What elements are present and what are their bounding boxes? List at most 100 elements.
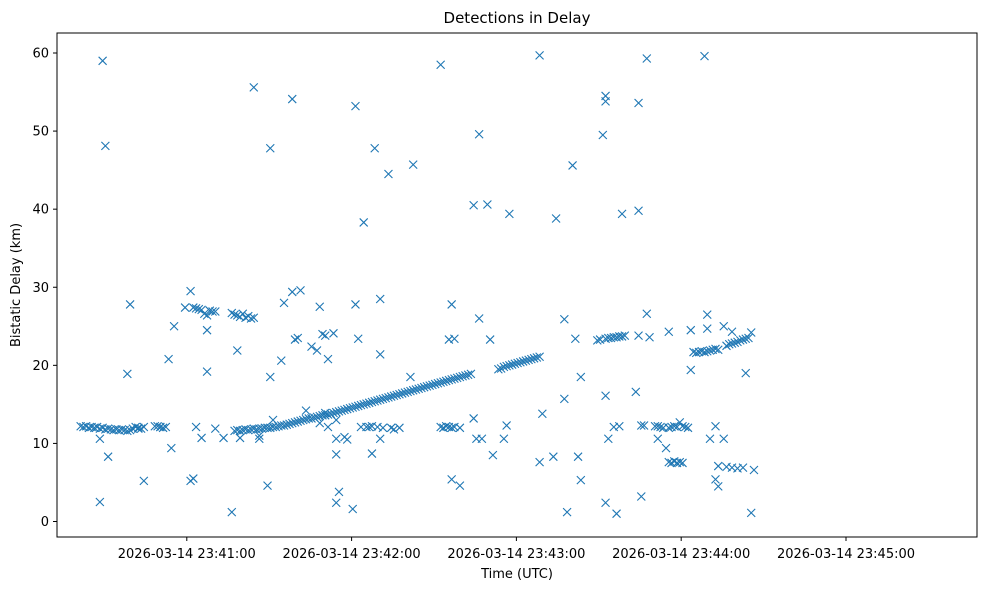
detection-point [334, 407, 344, 416]
detection-point [447, 474, 457, 484]
detection-point [636, 421, 646, 430]
detection-point [463, 370, 473, 380]
detection-point [370, 396, 380, 406]
detection-point [499, 434, 509, 444]
x-tick-label: 2026-03-14 23:42:00 [283, 547, 421, 562]
detection-point [279, 421, 289, 430]
detection-point [727, 339, 737, 348]
detection-point [537, 409, 547, 419]
detection-point [450, 374, 459, 383]
detection-point [290, 335, 300, 344]
detection-point [155, 422, 165, 432]
detection-point [653, 421, 663, 431]
detection-point [188, 303, 198, 312]
y-axis-title: Bistatic Delay (km) [9, 223, 24, 347]
detection-point [406, 386, 415, 396]
detection-point [469, 200, 479, 210]
detection-point [197, 433, 206, 443]
y-tick-label: 40 [32, 203, 49, 218]
detection-point [153, 421, 162, 431]
detection-point [477, 434, 487, 444]
detection-point [331, 434, 341, 444]
detection-point [359, 218, 369, 227]
detection-point [441, 421, 451, 431]
x-axis: 2026-03-14 23:41:00 2026-03-14 23:42:00 20… [118, 537, 915, 562]
detection-point [362, 399, 371, 408]
detection-point [139, 476, 149, 486]
detection-point [702, 324, 712, 334]
detection-point [375, 350, 385, 359]
detection-point [408, 385, 418, 395]
detection-point [378, 423, 388, 433]
detection-point [331, 449, 341, 459]
detection-point [675, 417, 685, 427]
detection-point [499, 362, 509, 372]
y-tick-label: 60 [32, 47, 49, 62]
detection-point [727, 327, 737, 337]
detection-point [444, 375, 454, 385]
detection-point [386, 392, 396, 401]
detection-point [713, 461, 723, 471]
detection-point [592, 335, 602, 345]
detection-point [287, 418, 297, 428]
detection-point [98, 56, 108, 66]
detection-point [312, 412, 322, 422]
detection-point [678, 421, 687, 431]
detection-point [243, 425, 253, 435]
detection-point [436, 378, 446, 387]
detection-point [702, 310, 712, 319]
y-tick-label: 0 [41, 515, 49, 530]
detection-point [403, 387, 413, 397]
detection-point [331, 415, 341, 425]
detection-point [268, 415, 278, 425]
detection-point [496, 364, 506, 373]
detection-point [455, 481, 465, 490]
detection-point [711, 344, 720, 354]
detection-point [466, 369, 476, 379]
detection-point [334, 487, 344, 497]
detection-point [384, 169, 393, 179]
detection-point [230, 310, 239, 319]
detection-point [293, 333, 303, 343]
detection-point [719, 321, 729, 331]
detection-point [483, 200, 492, 209]
detection-point [738, 463, 748, 473]
detection-point [653, 434, 663, 444]
detection-point [158, 423, 168, 433]
detection-point [620, 331, 630, 341]
detection-point [351, 101, 360, 111]
detection-point [367, 397, 377, 407]
detection-point [320, 331, 330, 341]
detection-point [276, 356, 286, 366]
detection-point [639, 421, 649, 430]
detection-point [227, 507, 237, 517]
detection-point [524, 355, 534, 365]
detection-point [164, 354, 173, 364]
x-tick-label: 2026-03-14 23:45:00 [777, 547, 915, 562]
detection-point [507, 360, 517, 369]
detection-point [307, 414, 316, 423]
detection-point [254, 434, 264, 444]
detection-point [430, 379, 440, 389]
detection-point [296, 416, 305, 426]
detection-point [125, 300, 135, 309]
detection-point [513, 358, 523, 368]
detection-point [194, 304, 204, 314]
detection-point [136, 424, 146, 433]
detection-point [573, 452, 583, 462]
detection-point [636, 492, 646, 501]
detection-point [166, 443, 176, 453]
detection-point [521, 356, 531, 366]
detection-point [315, 418, 325, 428]
detection-point [713, 481, 723, 491]
detection-point [447, 423, 457, 433]
detection-point [202, 310, 212, 320]
detection-point [235, 433, 245, 443]
detection-point [307, 342, 316, 351]
detection-point [601, 91, 610, 101]
detection-point [422, 382, 432, 391]
detection-point [705, 346, 715, 355]
detection-point [719, 434, 729, 444]
detection-point [447, 300, 457, 309]
